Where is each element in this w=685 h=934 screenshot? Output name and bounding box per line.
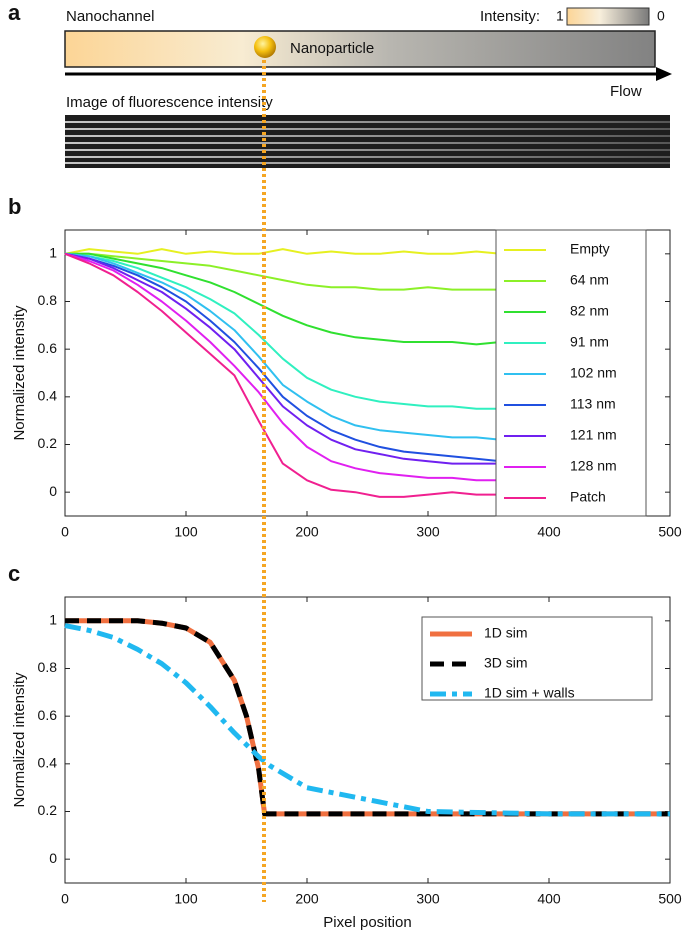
x-tick-label: 400 bbox=[537, 524, 561, 540]
y-tick-label: 0.8 bbox=[38, 292, 58, 308]
intensity-label: Intensity: bbox=[480, 8, 540, 25]
x-tick-label: 200 bbox=[295, 524, 319, 540]
flow-label: Flow bbox=[610, 83, 642, 100]
x-tick-label: 500 bbox=[658, 524, 682, 540]
legend-label: 1D sim bbox=[484, 625, 528, 641]
legend-label: Empty bbox=[570, 241, 610, 257]
nanochannel bbox=[64, 30, 656, 68]
fluorescence-stripes bbox=[65, 121, 670, 164]
arrow-head bbox=[656, 67, 672, 81]
y-tick-label: 0 bbox=[49, 850, 57, 866]
y-tick-label: 0.4 bbox=[38, 755, 58, 771]
schematic: a Nanochannel Intensity: 1 0 Nanoparticl… bbox=[8, 0, 672, 168]
x-tick-label: 300 bbox=[416, 524, 440, 540]
legend-box bbox=[421, 616, 653, 701]
legend-label: Patch bbox=[570, 489, 606, 505]
series-line bbox=[65, 618, 670, 817]
series-line bbox=[64, 623, 670, 817]
x-tick-label: 500 bbox=[658, 891, 682, 907]
legend-label: 1D sim + walls bbox=[484, 685, 575, 701]
x-tick-label: 400 bbox=[537, 891, 561, 907]
plot-frame bbox=[64, 229, 671, 517]
y-tick-label: 0.2 bbox=[38, 435, 58, 451]
panel-label: c bbox=[8, 561, 20, 586]
scale-low: 0 bbox=[657, 8, 665, 24]
plot-frame bbox=[64, 596, 671, 884]
colorbar bbox=[566, 7, 650, 26]
y-tick-label: 0.6 bbox=[38, 707, 58, 723]
x-axis-label: Pixel position bbox=[323, 914, 411, 931]
scale-high: 1 bbox=[556, 8, 564, 24]
x-tick-label: 200 bbox=[295, 891, 319, 907]
y-axis-label: Normalized intensity bbox=[11, 672, 28, 808]
legend-label: 82 nm bbox=[570, 303, 609, 319]
legend-label: 128 nm bbox=[570, 458, 617, 474]
x-tick-label: 100 bbox=[174, 524, 198, 540]
legend-label: 3D sim bbox=[484, 655, 528, 671]
y-axis-label: Normalized intensity bbox=[11, 305, 28, 441]
channel-title: Nanochannel bbox=[66, 8, 154, 25]
fluorescence-image bbox=[65, 115, 670, 168]
y-tick-label: 0.8 bbox=[38, 659, 58, 675]
y-tick-label: 1 bbox=[49, 612, 57, 628]
legend-label: 102 nm bbox=[570, 365, 617, 381]
legend-label: 91 nm bbox=[570, 334, 609, 350]
x-tick-label: 100 bbox=[174, 891, 198, 907]
x-tick-label: 0 bbox=[61, 524, 69, 540]
x-tick-label: 0 bbox=[61, 891, 69, 907]
y-tick-label: 0.4 bbox=[38, 388, 58, 404]
x-tick-label: 300 bbox=[416, 891, 440, 907]
panel-label: b bbox=[8, 194, 21, 219]
image-title: Image of fluorescence intensity bbox=[66, 94, 273, 111]
legend-label: 64 nm bbox=[570, 272, 609, 288]
y-tick-label: 0.6 bbox=[38, 340, 58, 356]
y-tick-label: 1 bbox=[49, 245, 57, 261]
y-tick-label: 0 bbox=[49, 483, 57, 499]
legend-label: 121 nm bbox=[570, 427, 617, 443]
panel-label: a bbox=[8, 0, 21, 25]
y-tick-label: 0.2 bbox=[38, 802, 58, 818]
nanoparticle bbox=[254, 36, 276, 58]
legend-label: 113 nm bbox=[570, 396, 616, 412]
particle-label: Nanoparticle bbox=[290, 40, 374, 57]
charts: 0 100 200 300 400 50000.20.40.60.81bNormalize… bbox=[8, 194, 682, 931]
